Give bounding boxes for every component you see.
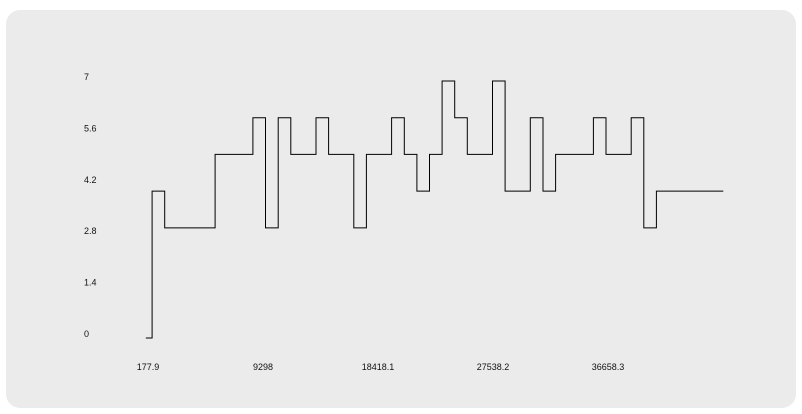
series-line xyxy=(145,80,724,339)
y-tick-label: 0 xyxy=(84,329,89,339)
x-tick-label: 9298 xyxy=(253,362,273,372)
x-tick-label: 27538.2 xyxy=(477,362,510,372)
y-tick-label: 4.2 xyxy=(84,175,97,185)
x-tick-label: 18418.1 xyxy=(362,362,395,372)
y-tick-label: 2.8 xyxy=(84,226,97,236)
y-axis-tick-labels: 0 1.4 2.8 4.2 5.6 7 xyxy=(84,72,97,339)
chart-card xyxy=(6,10,796,408)
y-tick-label: 7 xyxy=(84,72,89,82)
x-axis-tick-labels: 177.9 9298 18418.1 27538.2 36658.3 xyxy=(137,362,625,372)
x-tick-label: 177.9 xyxy=(137,362,160,372)
y-tick-label: 1.4 xyxy=(84,278,97,288)
y-tick-label: 5.6 xyxy=(84,123,97,133)
x-tick-label: 36658.3 xyxy=(592,362,625,372)
